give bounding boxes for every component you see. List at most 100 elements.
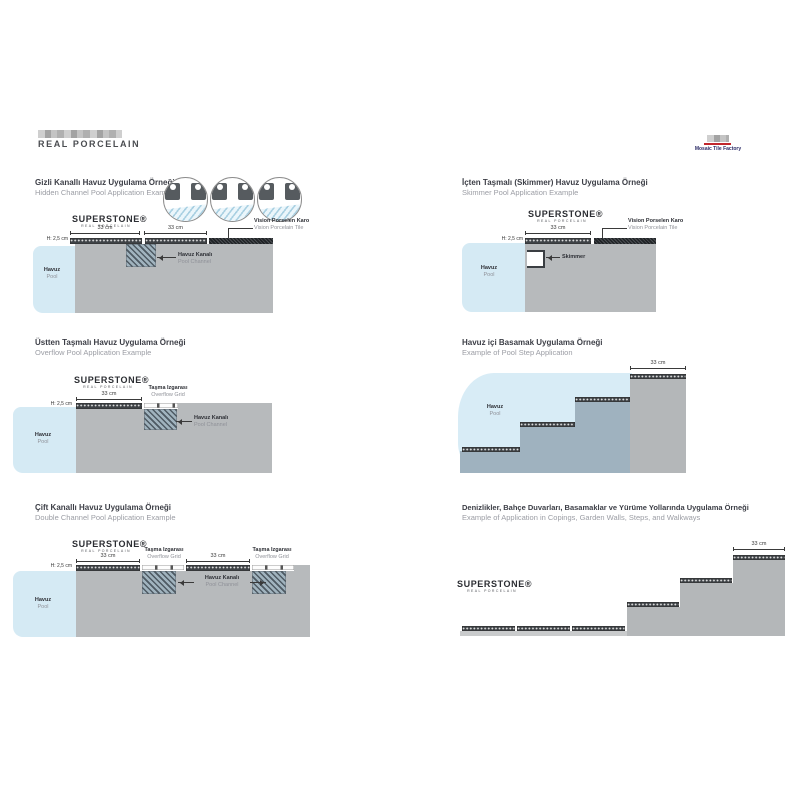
step-tile-strip xyxy=(680,578,732,583)
skimmer-leader-arrow xyxy=(546,254,560,261)
dimension-33cm: 33 cm xyxy=(733,541,785,551)
pool-water xyxy=(13,571,76,637)
stair-block xyxy=(733,560,785,636)
pool-step-body xyxy=(575,401,630,473)
hidden-pool-channel xyxy=(126,244,156,267)
section-title-copings: Denizlikler, Bahçe Duvarları, Basamaklar… xyxy=(462,503,749,512)
step-tile-strip xyxy=(520,422,575,427)
section-subtitle-pool-steps: Example of Pool Step Application xyxy=(462,348,573,357)
pool-deck xyxy=(75,244,273,313)
stair-block xyxy=(627,607,680,636)
height-label: H: 2,5 cm xyxy=(50,563,72,569)
factory-name: Mosaic Tile Factory xyxy=(694,146,742,152)
overflow-pool-channel xyxy=(252,571,286,594)
channel-label: Havuz Kanalı Pool Channel xyxy=(178,252,213,265)
real-porcelain-logo-mark xyxy=(38,130,122,138)
walkway-base xyxy=(460,631,627,636)
step-tile-strip xyxy=(627,602,679,607)
porcelain-strip xyxy=(186,565,250,571)
water-hatch xyxy=(211,203,254,221)
overflow-pool-channel xyxy=(142,571,176,594)
channel-leader-arrow xyxy=(250,579,266,586)
dimension-33cm: 33 cm xyxy=(630,360,686,370)
factory-logo-mark xyxy=(707,135,729,142)
section-title-hidden-channel: Gizli Kanallı Havuz Uygulama Örneği xyxy=(35,178,175,187)
pool-label: Havuz Pool xyxy=(34,432,52,445)
channel-leader-arrow xyxy=(178,579,194,586)
walkway-tile-strip xyxy=(462,626,515,631)
section-subtitle-double-channel: Double Channel Pool Application Example xyxy=(35,513,176,522)
pool-label: Havuz Pool xyxy=(480,265,498,278)
overflow-grid-label: Taşma Izgarası Overflow Grid xyxy=(252,547,292,560)
pool-deck xyxy=(525,244,656,312)
tile-callout: Vision Porselen Karo Vision Porcelain Ti… xyxy=(254,218,310,231)
porcelain-strip xyxy=(76,565,140,571)
dimension-33cm: 33 cm xyxy=(144,225,207,235)
step-tile-strip xyxy=(733,555,785,560)
superstone-logo: SUPERSTONE® REAL PORCELAIN xyxy=(74,375,150,389)
pool-step-body xyxy=(520,426,575,473)
superstone-logo: SUPERSTONE® REAL PORCELAIN xyxy=(72,539,148,553)
overflow-grid-slot xyxy=(144,403,178,408)
overflow-grid-label: Taşma Izgarası Overflow Grid xyxy=(144,547,184,560)
fixing-hole xyxy=(217,184,223,190)
height-label: H: 2,5 cm xyxy=(50,401,72,407)
tile-block xyxy=(285,183,300,200)
detail-circle-icon xyxy=(257,177,302,222)
channel-leader-arrow xyxy=(176,418,192,425)
fixing-hole xyxy=(264,184,270,190)
detail-circle-icon xyxy=(210,177,255,222)
pool-label: Havuz Pool xyxy=(43,267,61,280)
deck-cap xyxy=(294,565,310,571)
superstone-logo: SUPERSTONE® REAL PORCELAIN xyxy=(457,579,533,593)
porcelain-strip xyxy=(76,403,142,409)
overflow-grid-label: Taşma Izgarası Overflow Grid xyxy=(148,385,188,398)
overflow-pool-channel xyxy=(144,409,177,430)
porcelain-strip xyxy=(525,238,591,244)
porcelain-strip xyxy=(70,238,142,244)
walkway-tile-strip xyxy=(517,626,570,631)
section-subtitle-overflow: Overflow Pool Application Example xyxy=(35,348,152,357)
step-tile-strip xyxy=(575,397,630,402)
tile-block xyxy=(212,183,227,200)
vision-tile-strip xyxy=(594,238,656,244)
dimension-33cm: 33 cm xyxy=(70,225,140,235)
pool-water xyxy=(33,246,75,313)
pool-step-body xyxy=(460,451,520,473)
detail-circle-icon xyxy=(163,177,208,222)
fixing-hole xyxy=(242,184,248,190)
tile-block xyxy=(259,183,274,200)
skimmer-label: Skimmer xyxy=(562,254,586,260)
step-tile-strip xyxy=(630,374,686,379)
step-tile-strip xyxy=(462,447,520,452)
dimension-33cm: 33 cm xyxy=(525,225,591,235)
section-title-double-channel: Çift Kanallı Havuz Uygulama Örneği xyxy=(35,503,172,512)
deck-cap xyxy=(178,403,272,409)
tile-block xyxy=(165,183,180,200)
fixing-hole xyxy=(195,184,201,190)
brand-wordmark: REAL PORCELAIN xyxy=(38,139,141,149)
stair-block xyxy=(680,583,733,636)
channel-label: Havuz Kanalı Pool Channel xyxy=(194,415,229,428)
dimension-33cm: 33 cm xyxy=(186,553,250,563)
section-title-skimmer: İçten Taşmalı (Skimmer) Havuz Uygulama Ö… xyxy=(462,178,648,187)
section-title-overflow: Üstten Taşmalı Havuz Uygulama Örneği xyxy=(35,338,186,347)
detail-circles xyxy=(163,177,302,222)
tile-callout: Vision Porselen Karo Vision Porcelain Ti… xyxy=(628,218,684,231)
superstone-logo: SUPERSTONE® REAL PORCELAIN xyxy=(72,214,148,228)
pool-label: Havuz Pool xyxy=(34,597,52,610)
overflow-grid-slot xyxy=(142,565,184,570)
section-subtitle-hidden-channel: Hidden Channel Pool Application Example xyxy=(35,188,176,197)
walkway-tile-strip xyxy=(572,626,625,631)
section-title-pool-steps: Havuz içi Basamak Uygulama Örneği xyxy=(462,338,603,347)
water-hatch xyxy=(164,203,207,221)
superstone-logo: SUPERSTONE® REAL PORCELAIN xyxy=(528,209,604,223)
pool-label: Havuz Pool xyxy=(486,404,504,417)
tile-leader-line xyxy=(602,228,627,239)
vision-tile-strip xyxy=(209,238,273,244)
fixing-hole xyxy=(289,184,295,190)
tile-block xyxy=(191,183,206,200)
height-label: H: 2,5 cm xyxy=(46,236,68,242)
channel-label: Havuz Kanalı Pool Channel xyxy=(204,575,240,588)
